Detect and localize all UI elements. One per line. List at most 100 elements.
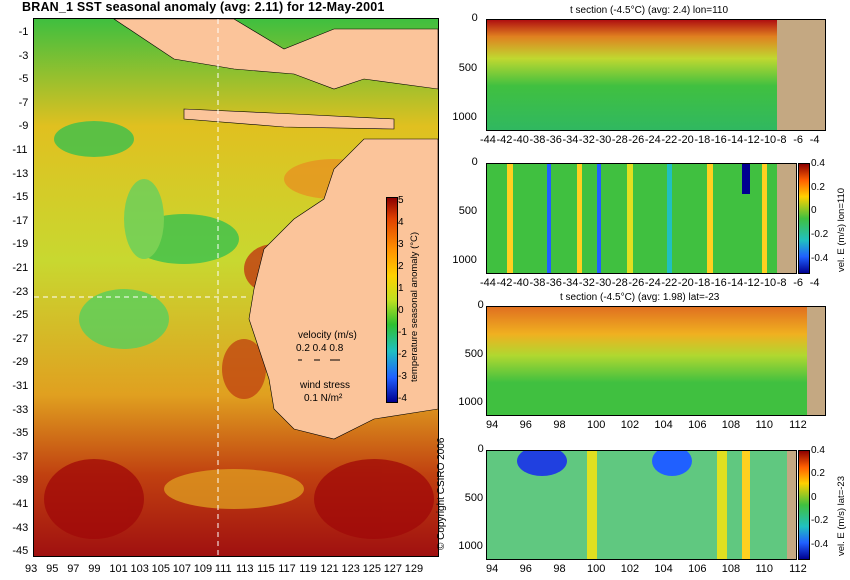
- panel4-xtick-label: 106: [688, 563, 707, 575]
- panel4-ytick-label: 0: [477, 443, 484, 455]
- map-colorbar-tick-label: 0: [398, 305, 404, 316]
- land-indonesia: [113, 19, 438, 90]
- panel2-xtick-label: -24: [644, 277, 661, 289]
- velocity-legend-arrows: [298, 359, 340, 361]
- panel1-xtick-label: -20: [677, 134, 694, 146]
- map-lon-tick-label: 105: [151, 563, 170, 575]
- panel4-xtick-label: 112: [789, 563, 807, 575]
- panel1-xtick-label: -14: [727, 134, 744, 146]
- panel2-xtick-label: -18: [694, 277, 711, 289]
- map-lon-tick-label: 117: [278, 563, 296, 575]
- map-lat-tick-label: -37: [12, 450, 29, 463]
- panel2-xtick-label: -4: [809, 277, 820, 289]
- map-lat-tick-label: -9: [18, 120, 29, 133]
- panel2-xtick-label: -12: [743, 277, 760, 289]
- map-lat-tick-label: -33: [12, 403, 29, 416]
- map-colorbar-tick-label: 1: [398, 283, 404, 294]
- panel1-ytick-label: 500: [458, 61, 478, 74]
- map-lon-tick-label: 97: [67, 563, 80, 575]
- panel4-ytick-label: 1000: [458, 540, 483, 553]
- panel2-xtick-label: -28: [611, 277, 628, 289]
- map-lon-tick-label: 99: [88, 563, 101, 575]
- panel2-plot: [486, 163, 797, 274]
- panel1-xtick-label: -8: [776, 134, 787, 146]
- map-lon-tick-label: 121: [320, 563, 339, 575]
- panel4-colorbar-tick-label: 0.2: [811, 468, 825, 480]
- panel3-xtick-label: 96: [519, 419, 532, 431]
- map-lon-tick-label: 119: [299, 563, 317, 575]
- panel2-land: [777, 164, 796, 273]
- map-lat-tick-label: -3: [18, 49, 29, 62]
- sst-map-svg: [34, 19, 438, 556]
- panel1-title: t section (-4.5°C) (avg: 2.4) lon=110: [570, 5, 729, 16]
- panel1-xtick-label: -10: [760, 134, 777, 146]
- map-lon-tick-label: 125: [362, 563, 381, 575]
- panel2-xtick-label: -26: [628, 277, 645, 289]
- map-colorbar-label: temperature seasonal anomaly (°C): [409, 231, 420, 382]
- map-lat-tick-label: -39: [12, 474, 29, 487]
- panel2-colorbar-tick-label: 0: [811, 205, 817, 217]
- panel1-xtick-label: -44: [480, 134, 496, 146]
- panel4-colorbar-tick-label: 0: [811, 491, 817, 503]
- panel2-colorbar-label: vel. E (m/s) lon=110: [836, 187, 847, 272]
- panel3-xtick-label: 106: [688, 419, 707, 431]
- panel1-xtick-label: -6: [793, 134, 804, 146]
- panel1-xtick-label: -36: [545, 134, 562, 146]
- map-lat-tick-label: -11: [12, 144, 28, 156]
- map-lat-tick-label: -13: [12, 167, 29, 180]
- velocity-legend-title: velocity (m/s): [298, 330, 357, 341]
- map-lat-tick-label: -15: [12, 191, 29, 204]
- map-colorbar: [386, 197, 398, 403]
- map-lat-tick-label: -7: [18, 96, 29, 109]
- panel1-xtick-label: -22: [661, 134, 678, 146]
- panel1-xtick-label: -16: [710, 134, 727, 146]
- panel4-xtick-label: 98: [553, 563, 566, 575]
- panel4-colorbar-label: vel. E (m/s) lat=-23: [836, 476, 847, 556]
- panel2-xtick-label: -6: [793, 277, 804, 289]
- map-colorbar-tick-label: -4: [398, 393, 407, 404]
- panel1-ytick-label: 1000: [452, 111, 477, 123]
- panel1-xtick-label: -42: [496, 134, 513, 146]
- map-lat-tick-label: -5: [18, 73, 29, 86]
- panel1-xtick-label: -26: [628, 134, 645, 146]
- map-lat-tick-label: -45: [12, 545, 29, 558]
- panel3-xtick-label: 102: [620, 419, 640, 431]
- panel2-colorbar-tick-label: -0.2: [811, 229, 829, 241]
- panel3-xtick-label: 100: [587, 419, 606, 431]
- map-lon-tick-label: 107: [172, 563, 192, 575]
- panel4-ytick-label: 500: [464, 491, 484, 504]
- velocity-legend-values: 0.2 0.4 0.8: [296, 343, 344, 354]
- panel1-svg: [487, 20, 825, 130]
- panel2-xtick-label: -30: [595, 277, 612, 289]
- panel1-xtick-label: -18: [694, 134, 711, 146]
- panel1-xtick-label: -12: [743, 134, 760, 146]
- panel2-ytick-label: 1000: [452, 254, 477, 267]
- map-lon-tick-label: 95: [46, 563, 59, 575]
- map-lat-tick-label: -35: [12, 427, 29, 440]
- panel2-xtick-label: -16: [710, 277, 727, 289]
- panel3-field: [487, 307, 825, 415]
- panel1-xtick-label: -34: [562, 134, 579, 146]
- panel1-xtick-label: -24: [644, 134, 661, 146]
- map-colorbar-tick-label: -1: [398, 327, 407, 338]
- map-colorbar-tick-label: 4: [398, 217, 404, 228]
- map-lat-tick-label: -25: [12, 309, 29, 322]
- map-lat-tick-label: -1: [18, 26, 29, 38]
- map-lon-tick-label: 103: [130, 563, 149, 575]
- panel2-svg: [487, 164, 796, 273]
- map-lat-tick-label: -23: [12, 285, 29, 298]
- map-lon-tick-label: 123: [341, 563, 360, 575]
- panel1-xtick-label: -32: [578, 134, 595, 146]
- panel3-xtick-label: 104: [654, 419, 673, 431]
- wind-stress-title: wind stress: [300, 380, 351, 391]
- map-lat-tick-label: -19: [12, 238, 29, 251]
- panel4-xtick-label: 96: [519, 563, 532, 575]
- panel1-plot: [486, 19, 826, 131]
- panel3-title: t section (-4.5°C) (avg: 1.98) lat=-23: [560, 292, 720, 303]
- panel4-colorbar-tick-label: -0.2: [811, 515, 829, 527]
- panel1-xtick-label: -30: [595, 134, 612, 146]
- panel4-colorbar-tick-label: 0.4: [811, 445, 825, 456]
- panel1-ytick-label: 0: [471, 12, 478, 24]
- map-lat-tick-label: -43: [12, 521, 29, 534]
- panel2-xtick-label: -20: [677, 277, 694, 289]
